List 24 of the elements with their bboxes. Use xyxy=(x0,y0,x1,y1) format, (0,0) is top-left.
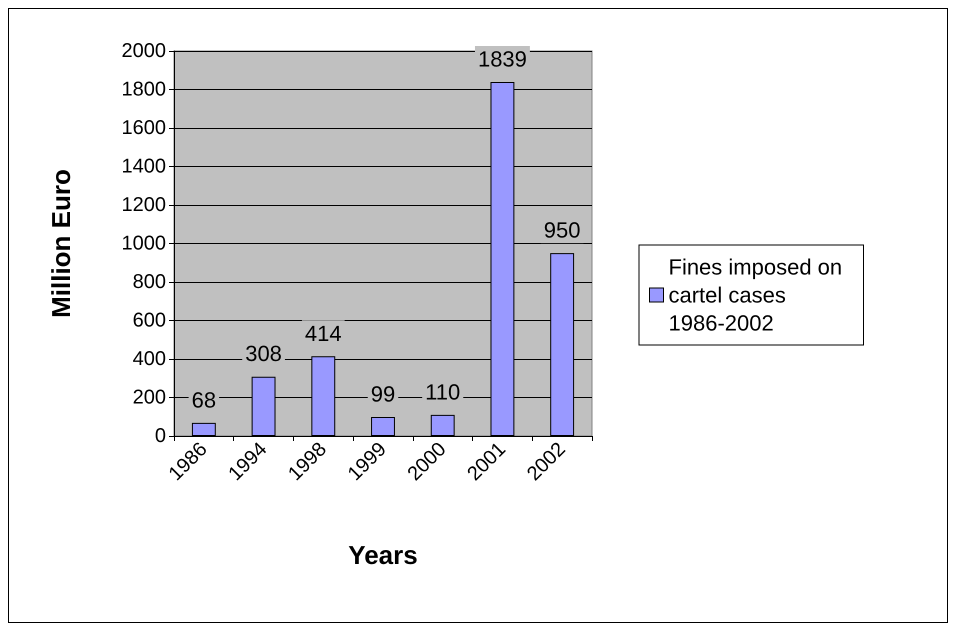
data-label: 308 xyxy=(245,341,282,366)
data-label: 1839 xyxy=(478,46,527,72)
data-label: 99 xyxy=(370,381,396,406)
y-tick-label: 800 xyxy=(132,271,166,293)
y-tick-label: 200 xyxy=(132,386,166,408)
y-tick-label: 600 xyxy=(132,310,166,332)
bar xyxy=(430,414,455,436)
y-tick-label: 400 xyxy=(132,348,166,370)
y-tick-label: 1800 xyxy=(122,78,166,100)
legend-label: Fines imposed on cartel cases 1986-2002 xyxy=(668,254,848,336)
bar xyxy=(192,422,216,436)
x-axis-title: Years xyxy=(348,540,418,570)
bar xyxy=(371,416,395,436)
y-tick-label: 1000 xyxy=(122,232,166,254)
y-tick-label: 1400 xyxy=(122,156,166,178)
y-tick-label: 2000 xyxy=(122,40,166,62)
y-tick-label: 1200 xyxy=(122,194,166,216)
y-tick-label: 1600 xyxy=(122,117,166,139)
y-axis-title: Million Euro xyxy=(46,169,76,318)
data-label: 414 xyxy=(304,320,342,346)
data-label: 950 xyxy=(544,218,580,243)
y-tick-label: 0 xyxy=(154,425,166,447)
data-label: 68 xyxy=(192,387,216,412)
data-label: 110 xyxy=(425,379,460,404)
